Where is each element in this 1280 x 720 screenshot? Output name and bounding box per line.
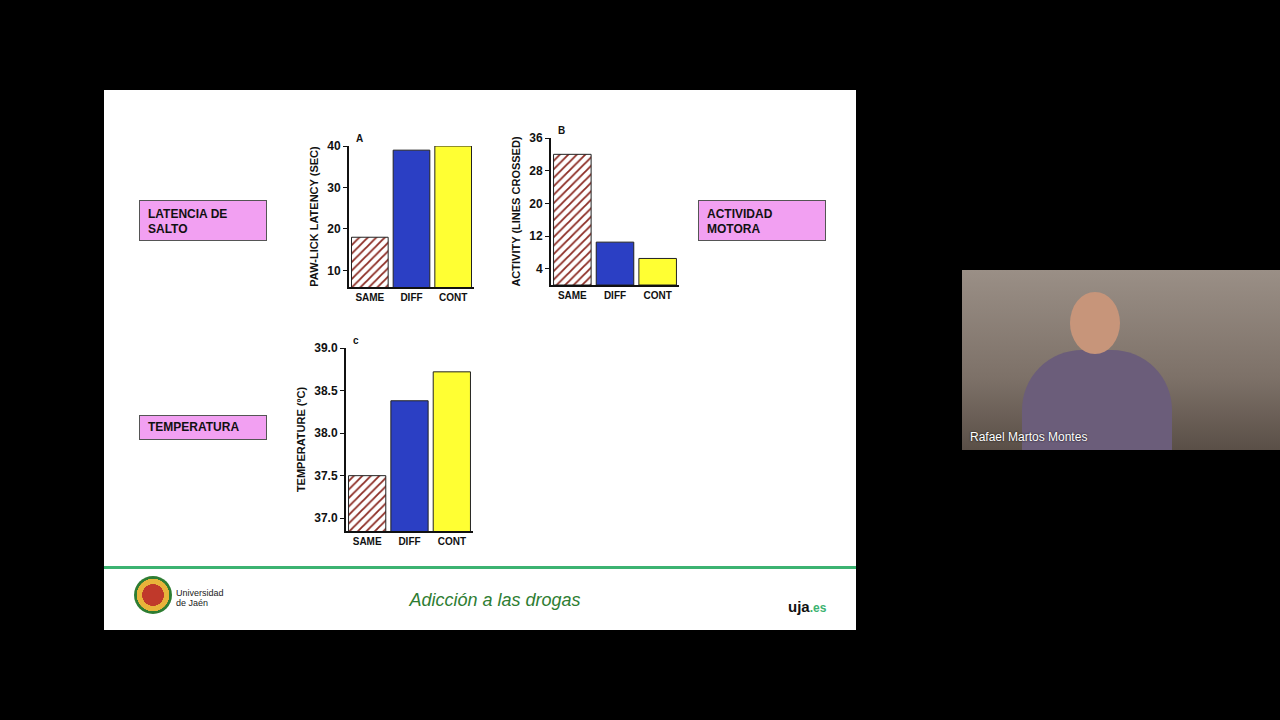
svg-text:10: 10: [327, 264, 341, 278]
html-text:LATENCIA DE SALTO: LATENCIA DE SALTO: [148, 207, 228, 236]
svg-text:CONT: CONT: [439, 292, 467, 303]
svg-text:PAW-LICK LATENCY (SEC): PAW-LICK LATENCY (SEC): [308, 146, 320, 287]
svg-text:c: c: [353, 335, 359, 346]
svg-text:20: 20: [327, 222, 341, 236]
svg-text:30: 30: [327, 181, 341, 195]
html-text:Rafael Martos Montes: Rafael Martos Montes: [970, 430, 1088, 444]
svg-text:40: 40: [327, 139, 341, 153]
svg-text:A: A: [356, 133, 363, 144]
svg-text:20: 20: [529, 197, 543, 211]
svg-text:12: 12: [529, 229, 543, 243]
svg-text:B: B: [558, 125, 565, 136]
svg-text:TEMPERATURE (ºC): TEMPERATURE (ºC): [295, 387, 307, 493]
svg-text:28: 28: [529, 164, 543, 178]
svg-text:37.5: 37.5: [314, 469, 338, 483]
svg-text:4: 4: [536, 262, 543, 276]
svg-text:ACTIVITY (LINES CROSSED): ACTIVITY (LINES CROSSED): [510, 136, 522, 286]
html-text:Universidad de Jaén: Universidad de Jaén: [176, 588, 224, 608]
svg-text:DIFF: DIFF: [604, 290, 626, 301]
svg-text:SAME: SAME: [353, 536, 382, 547]
svg-text:SAME: SAME: [558, 290, 587, 301]
svg-text:38.5: 38.5: [314, 384, 338, 398]
svg-text:37.0: 37.0: [314, 511, 338, 525]
svg-text:CONT: CONT: [643, 290, 671, 301]
html-text:Adicción a las drogas: Adicción a las drogas: [409, 590, 581, 610]
svg-text:36: 36: [529, 131, 543, 145]
svg-text:DIFF: DIFF: [398, 536, 420, 547]
svg-text:DIFF: DIFF: [400, 292, 422, 303]
svg-text:39.0: 39.0: [314, 341, 338, 355]
html-text:uja.es: uja.es: [788, 598, 827, 615]
svg-text:SAME: SAME: [355, 292, 384, 303]
html-text:ACTIVIDAD MOTORA: ACTIVIDAD MOTORA: [707, 207, 773, 236]
svg-text:38.0: 38.0: [314, 426, 338, 440]
svg-text:CONT: CONT: [438, 536, 466, 547]
html-text:TEMPERATURA: TEMPERATURA: [148, 420, 240, 434]
